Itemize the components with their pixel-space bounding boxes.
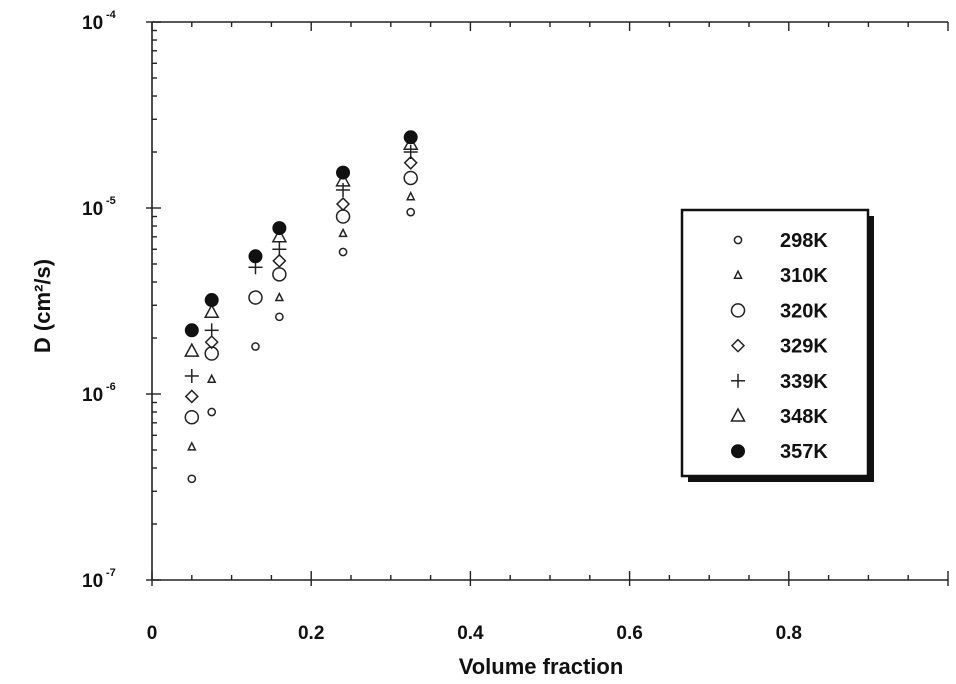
data-point-348K [335,172,351,187]
legend-marker-357K [731,444,745,459]
data-point-348K [203,303,220,319]
data-point-298K [207,407,217,417]
data-point-348K [184,342,200,357]
y-tick-exponent: -5 [106,195,116,207]
y-tick-label: 10 [82,571,103,592]
data-point-320K [403,170,418,186]
data-point-339K [403,145,418,160]
legend-marker-348K [730,407,746,422]
data-point-357K [403,130,418,145]
y-axis-ticks: 10-410-510-610-7 [82,9,117,592]
x-tick-label: 0.4 [457,623,484,644]
data-point-329K [184,389,199,404]
data-point-329K [204,335,219,350]
data-point-320K [184,409,200,425]
y-axis-title: D (cm²/s) [30,259,55,353]
data-point-339K [204,323,219,338]
data-point-339K [272,242,287,257]
data-point-357K [184,323,199,338]
data-point-310K [206,373,217,384]
y-tick-label: 10 [82,385,103,406]
x-tick-label: 0.6 [616,623,642,644]
data-point-320K [248,290,263,305]
data-point-310K [274,291,285,302]
legend-marker-339K [731,373,745,388]
data-point-357K [272,221,287,236]
data-point-310K [187,441,197,451]
data-point-320K [335,209,351,224]
legend-marker-320K [730,303,746,318]
legend-label: 298K [780,230,828,252]
y-tick-exponent: -4 [106,9,117,21]
legend-marker-298K [733,235,743,245]
data-point-357K [248,249,263,264]
legend-marker-329K [730,338,746,353]
y-tick-label: 10 [82,13,103,34]
data-point-339K [184,368,199,383]
data-point-329K [335,196,351,212]
data-point-310K [405,191,416,201]
data-point-320K [204,346,219,361]
data-point-298K [275,312,284,322]
data-point-298K [338,247,348,257]
data-point-298K [187,474,197,484]
legend-items: 298K 310K 320K 329K 339K 348K 357K [730,230,828,463]
data-point-320K [272,267,287,282]
y-tick-label: 10 [82,199,103,220]
legend-label: 339K [780,371,828,393]
data-point-357K [336,165,351,180]
legend-label: 357K [780,441,828,463]
data-point-298K [251,342,260,351]
x-axis-title: Volume fraction [459,654,624,679]
y-tick-exponent: -7 [106,567,116,579]
x-axis-ticks: 0 0.2 0.4 0.6 0.8 [147,623,802,644]
legend-label: 320K [780,300,828,322]
y-tick-exponent: -6 [106,381,116,393]
x-tick-label: 0.2 [298,623,324,644]
legend-box [680,208,870,478]
axes [146,21,949,586]
x-tick-label: 0 [147,623,158,644]
x-tick-label: 0.8 [776,623,802,644]
data-point-357K [204,293,219,308]
data-point-329K [272,253,287,268]
legend-label: 348K [780,406,828,428]
legend-label: 310K [780,265,828,287]
data-points [184,130,419,484]
data-point-348K [271,228,288,243]
legend: 298K 310K 320K 329K 339K 348K 357K [680,208,874,482]
legend-marker-310K [733,269,743,279]
data-point-298K [406,207,416,217]
legend-label: 329K [780,336,828,358]
data-point-310K [338,227,348,238]
data-point-329K [403,155,418,170]
